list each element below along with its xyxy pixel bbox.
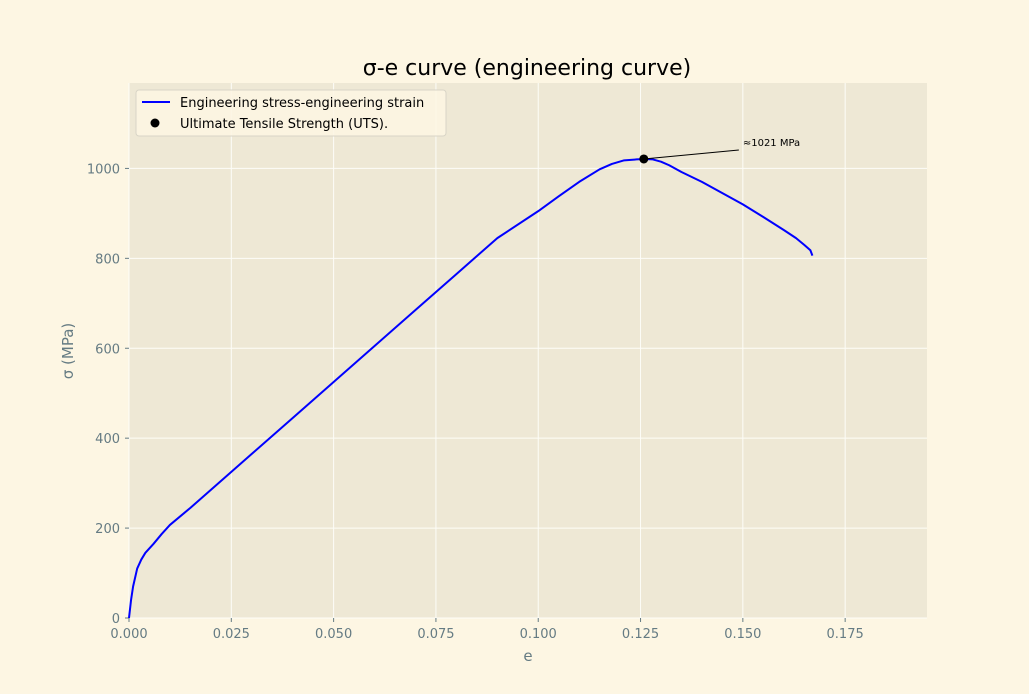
x-axis-ticks: 0.000 0.025 0.050 0.075 0.100 0.125 0.150 0.175 [110,618,864,642]
y-axis-label: σ (MPa) [59,323,77,379]
series-layer [128,157,814,619]
uts-marker-point [639,154,649,164]
legend-entry-marker: Ultimate Tensile Strength (UTS). [180,117,388,132]
x-tick-label: 0.050 [315,627,352,642]
legend: Engineering stress-engineering strain Ul… [135,89,447,137]
y-tick-label: 600 [95,342,120,357]
legend-entry-series: Engineering stress-engineering strain [180,96,424,111]
y-tick-label: 800 [95,252,120,267]
x-tick-label: 0.175 [827,627,864,642]
x-tick-label: 0.075 [417,627,454,642]
x-tick-label: 0.100 [520,627,557,642]
x-tick-label: 0.150 [724,627,761,642]
legend-box [135,89,447,137]
plot-area [129,83,927,618]
marker-layer [639,154,649,164]
series-line [128,157,814,619]
grid [128,83,927,619]
annotation-arrow [643,149,739,160]
y-tick-label: 200 [95,522,120,537]
x-axis-label: e [523,647,532,665]
chart-title: σ-e curve (engineering curve) [363,56,691,81]
x-tick-label: 0.000 [110,627,147,642]
annotation-layer: ≈1021 MPa [643,138,800,160]
y-tick-label: 400 [95,432,120,447]
x-tick-label: 0.025 [213,627,250,642]
y-axis-ticks: 0 200 400 600 800 1000 [87,162,129,627]
x-tick-label: 0.125 [622,627,659,642]
legend-marker-swatch [150,118,160,128]
y-tick-label: 0 [112,612,120,627]
y-tick-label: 1000 [87,162,120,177]
annotation-text: ≈1021 MPa [743,138,800,149]
